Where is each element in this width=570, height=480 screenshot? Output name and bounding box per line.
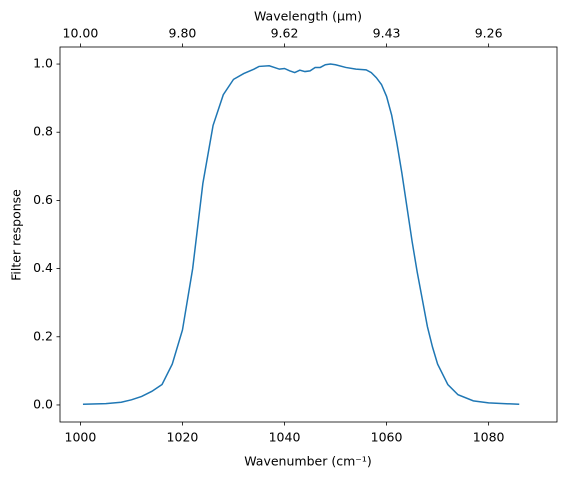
x2-tick-label: 9.80 <box>169 26 197 41</box>
y-tick-label: 0.4 <box>33 260 53 275</box>
y-tick-label: 0.0 <box>33 396 53 411</box>
x-tick-label: 1040 <box>269 430 301 445</box>
y-tick-label: 0.2 <box>33 328 53 343</box>
x2-tick-label: 9.26 <box>475 26 503 41</box>
x2-tick-label: 9.43 <box>373 26 401 41</box>
x-tick-label: 1000 <box>65 430 97 445</box>
x2-tick-label: 9.62 <box>271 26 299 41</box>
x-tick-label: 1060 <box>371 430 403 445</box>
y-tick-label: 0.8 <box>33 124 53 139</box>
y-tick-label: 1.0 <box>33 56 53 71</box>
y-axis-label: Filter response <box>9 189 24 281</box>
data-line <box>82 63 520 406</box>
top-axis-label: Wavelength (μm) <box>254 9 362 24</box>
x2-tick-label: 10.00 <box>63 26 99 41</box>
plot-frame <box>59 46 558 423</box>
x-tick-label: 1020 <box>167 430 199 445</box>
y-tick-label: 0.6 <box>33 192 53 207</box>
x-tick-label: 1080 <box>473 430 505 445</box>
x-axis-label: Wavenumber (cm⁻¹) <box>244 454 371 469</box>
